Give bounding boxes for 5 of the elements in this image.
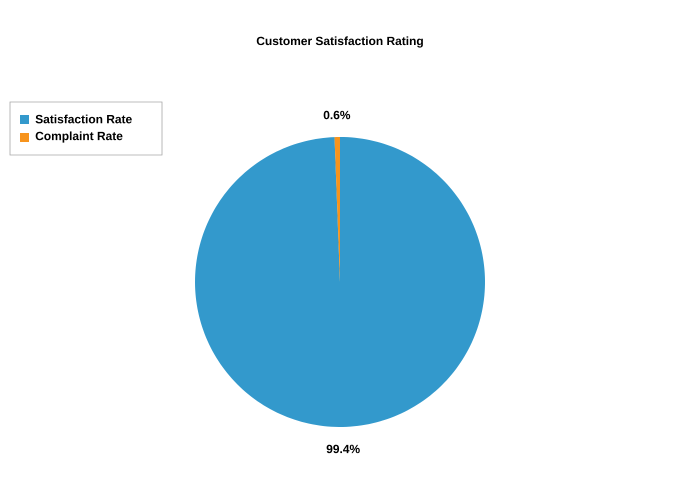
legend-label: Complaint Rate bbox=[36, 131, 122, 143]
chart-title: Customer Satisfaction Rating bbox=[256, 36, 423, 48]
legend-label: Satisfaction Rate bbox=[36, 114, 132, 124]
data-label: 0.6% bbox=[324, 110, 350, 120]
data-label: 99.4% bbox=[326, 444, 360, 454]
